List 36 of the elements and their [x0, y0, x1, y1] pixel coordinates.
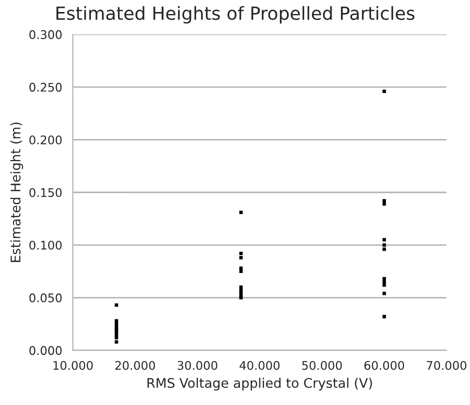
point	[114, 340, 118, 344]
point	[239, 252, 243, 256]
point	[114, 336, 118, 340]
point	[382, 283, 386, 287]
point	[382, 280, 386, 284]
y-tick-label: 0.100	[29, 240, 62, 250]
point	[239, 270, 243, 274]
y-tick-label: 0.250	[29, 82, 62, 92]
point	[239, 256, 243, 260]
x-tick-label: 50.000	[302, 360, 342, 370]
x-tick-label: 10.000	[53, 360, 93, 370]
x-tick-label: 30.000	[178, 360, 218, 370]
point	[382, 199, 386, 202]
y-tick-label: 0.150	[29, 188, 62, 198]
point	[382, 90, 386, 93]
y-axis-title: Estimated Height (m)	[10, 122, 24, 262]
point	[382, 277, 386, 280]
x-tick-label: 60.000	[364, 360, 404, 370]
y-tick-label: 0.000	[29, 346, 62, 355]
chart-title: Estimated Heights of Propelled Particles	[56, 6, 414, 24]
x-axis-title: RMS Voltage applied to Crystal (V)	[148, 378, 372, 390]
y-tick-label: 0.050	[29, 293, 62, 302]
point	[239, 210, 243, 214]
point	[382, 243, 386, 247]
y-tick-label: 0.200	[29, 135, 62, 144]
point	[114, 319, 118, 323]
y-tick-label: 0.300	[29, 30, 62, 40]
x-tick-label: 20.000	[115, 360, 155, 370]
point	[382, 248, 386, 251]
point	[382, 314, 386, 318]
point	[114, 303, 118, 307]
point	[382, 238, 386, 242]
point	[382, 202, 386, 206]
x-tick-label: 70.000	[426, 360, 466, 370]
x-tick-label: 40.000	[240, 360, 280, 370]
point	[382, 292, 386, 296]
